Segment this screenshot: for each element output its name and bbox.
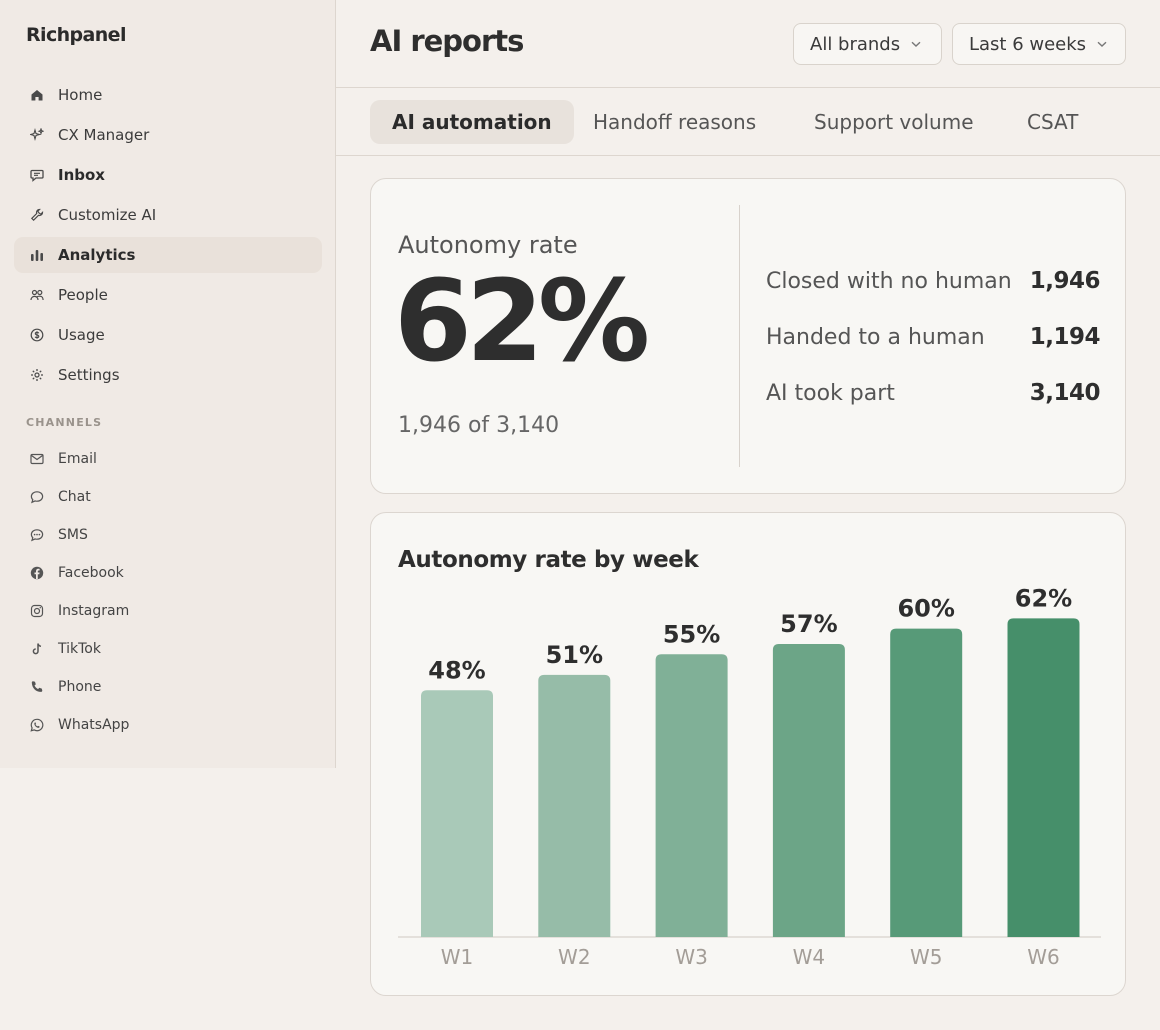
sidebar-item-label: Settings [58,366,120,384]
channel-item-chat[interactable]: Chat [14,481,322,513]
stat-row-ai-took-part: AI took part 3,140 [766,376,1101,410]
stat-label: Closed with no human [766,268,1012,294]
sidebar-item-label: People [58,286,108,304]
sidebar-item-label: Usage [58,326,105,344]
channel-item-instagram[interactable]: Instagram [14,595,322,627]
x-tick-label: W3 [675,945,708,969]
sidebar-item-label: Inbox [58,166,105,184]
brand-filter-dropdown[interactable]: All brands [793,23,942,65]
sidebar-item-usage[interactable]: Usage [14,317,322,353]
channel-item-label: Instagram [58,603,130,619]
sidebar: Richpanel Home CX Manager Inbox Customiz… [0,0,336,768]
sidebar-item-analytics[interactable]: Analytics [14,237,322,273]
kpi-divider [739,205,740,467]
channel-item-phone[interactable]: Phone [14,671,322,703]
channel-item-tiktok[interactable]: TikTok [14,633,322,665]
x-tick-label: W6 [1027,945,1060,969]
bar-w6[interactable] [1007,618,1080,937]
people-icon [30,288,44,302]
stat-value: 3,140 [1029,380,1101,406]
brand-filter-value: All brands [810,33,901,55]
sidebar-item-cx-manager[interactable]: CX Manager [14,117,322,153]
date-filter-value: Last 6 weeks [969,33,1087,55]
x-tick-label: W4 [793,945,826,969]
bar-w4[interactable] [772,644,845,937]
channel-item-label: Email [58,451,97,467]
x-tick-label: W2 [558,945,591,969]
date-filter-dropdown[interactable]: Last 6 weeks [952,23,1126,65]
stat-label: Handed to a human [766,324,985,350]
chevron-down-icon [1097,41,1107,47]
channel-item-whatsapp[interactable]: WhatsApp [14,709,322,741]
bar-w2[interactable] [538,674,611,937]
bar-value-label: 48% [428,656,485,684]
bar-w1[interactable] [421,690,493,937]
bar-chart-icon [30,248,44,262]
gear-icon [30,368,44,382]
whatsapp-icon [30,718,44,732]
sidebar-item-settings[interactable]: Settings [14,357,322,393]
channel-item-label: Facebook [58,565,124,581]
tab-handoff-reasons[interactable]: Handoff reasons [593,110,757,134]
bar-value-label: 60% [897,595,954,623]
bar-value-label: 62% [1015,584,1072,612]
sidebar-item-label: CX Manager [58,126,150,144]
x-tick-label: W5 [910,945,943,969]
bar-value-label: 55% [663,620,720,648]
stat-value: 1,194 [1029,324,1101,350]
instagram-icon [30,604,44,618]
chart-title: Autonomy rate by week [398,547,699,573]
channel-item-facebook[interactable]: Facebook [14,557,322,589]
sidebar-item-home[interactable]: Home [14,77,322,113]
bar-value-label: 51% [546,641,603,669]
autonomy-kpi-card: Autonomy rate 62% 1,946 of 3,140 Closed … [370,178,1126,494]
page-title: AI reports [370,24,524,58]
tabs-divider [336,155,1160,156]
channel-item-email[interactable]: Email [14,443,322,475]
kpi-subtext: 1,946 of 3,140 [398,413,560,438]
channel-item-sms[interactable]: SMS [14,519,322,551]
tab-ai-automation[interactable]: AI automation [370,100,574,144]
sidebar-item-inbox[interactable]: Inbox [14,157,322,193]
brand-logo[interactable]: Richpanel [26,24,126,46]
sidebar-item-label: Home [58,86,103,104]
stat-value: 1,946 [1029,268,1101,294]
bar-value-label: 57% [780,610,837,638]
chevron-down-icon [911,41,921,47]
bar-w3[interactable] [655,654,728,937]
stat-row-handed-to-human: Handed to a human 1,194 [766,320,1101,354]
channels-section-label: CHANNELS [26,416,103,429]
stat-label: AI took part [766,380,895,406]
facebook-icon [30,566,44,580]
home-icon [30,88,44,102]
tab-support-volume[interactable]: Support volume [814,110,974,134]
tiktok-icon [30,642,44,656]
sidebar-item-label: Customize AI [58,206,157,224]
tab-csat[interactable]: CSAT [1027,110,1079,134]
chat-bubble-icon [30,168,44,182]
channel-item-label: Chat [58,489,91,505]
header-divider [336,87,1160,88]
phone-icon [30,680,44,694]
channel-item-label: WhatsApp [58,717,130,733]
bar-w5[interactable] [890,628,963,937]
kpi-label: Autonomy rate [398,231,578,259]
mail-icon [30,452,44,466]
sidebar-item-customize-ai[interactable]: Customize AI [14,197,322,233]
dollar-circle-icon [30,328,44,342]
sidebar-item-label: Analytics [58,246,136,264]
channel-item-label: Phone [58,679,102,695]
wrench-icon [30,208,44,222]
autonomy-by-week-card: Autonomy rate by week 48% W1 51% W2 55% W3 57%… [370,512,1126,996]
channel-item-label: SMS [58,527,88,543]
kpi-value: 62% [394,257,650,387]
sparkle-icon [30,128,44,142]
stat-row-closed-no-human: Closed with no human 1,946 [766,264,1101,298]
sidebar-item-people[interactable]: People [14,277,322,313]
chat-icon [30,490,44,504]
autonomy-bar-chart: 48% W1 51% W2 55% W3 57% W4 60% W5 62% W6 [398,584,1101,969]
channel-item-label: TikTok [58,641,101,657]
sms-icon [30,528,44,542]
x-tick-label: W1 [441,945,474,969]
